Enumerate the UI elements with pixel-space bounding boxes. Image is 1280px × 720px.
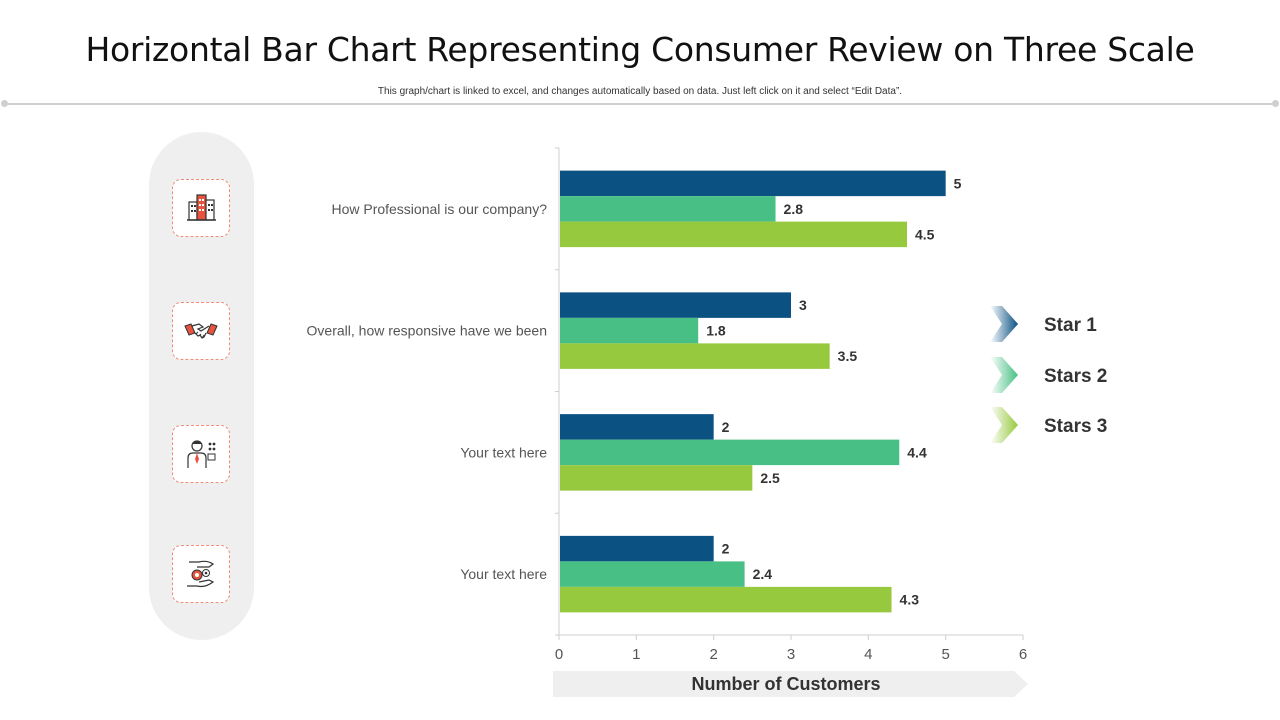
data-label: 3.5 xyxy=(838,348,858,364)
bar-star-1 xyxy=(560,170,946,197)
office-building-icon xyxy=(172,179,230,237)
data-label: 2.5 xyxy=(760,470,780,486)
bar-stars-2 xyxy=(560,196,776,222)
bar-stars-3 xyxy=(560,586,892,613)
legend-marker xyxy=(990,306,1018,342)
category-label: Your text here xyxy=(460,444,547,460)
data-label: 1.8 xyxy=(706,323,726,339)
data-label: 4.3 xyxy=(900,592,920,608)
x-tick-label: 2 xyxy=(709,646,717,663)
page-title: Horizontal Bar Chart Representing Consum… xyxy=(85,30,1195,69)
bar-star-1 xyxy=(560,292,791,318)
x-axis-label-band xyxy=(553,671,1028,697)
x-tick-label: 1 xyxy=(632,646,640,663)
businessman-icon xyxy=(172,425,230,483)
bar-stars-3 xyxy=(560,343,830,369)
x-tick-label: 5 xyxy=(941,646,949,663)
page-subtitle: This graph/chart is linked to excel, and… xyxy=(377,86,903,97)
data-label: 2.4 xyxy=(753,566,773,582)
data-label: 4.4 xyxy=(907,444,927,460)
bar-stars-3 xyxy=(560,221,907,248)
bar-star-1 xyxy=(560,414,714,440)
data-label: 2.8 xyxy=(784,201,804,217)
bar-stars-2 xyxy=(560,439,900,466)
bar-star-1 xyxy=(560,535,714,562)
legend-label: Star 1 xyxy=(1044,315,1097,336)
data-label: 2 xyxy=(722,419,730,435)
legend-marker xyxy=(990,407,1018,443)
legend-label: Stars 3 xyxy=(1044,416,1107,437)
category-label: Your text here xyxy=(460,566,547,582)
x-tick-label: 6 xyxy=(1019,646,1027,663)
divider-dot-left xyxy=(1,100,8,107)
bar-stars-2 xyxy=(560,317,699,344)
category-label: Overall, how responsive have we been xyxy=(307,323,547,339)
bar-stars-3 xyxy=(560,465,753,491)
header-divider xyxy=(4,103,1276,105)
category-label: How Professional is our company? xyxy=(331,201,547,217)
x-tick-label: 3 xyxy=(787,646,795,663)
data-label: 4.5 xyxy=(915,226,935,242)
legend-label: Stars 2 xyxy=(1044,366,1107,387)
data-label: 3 xyxy=(799,297,807,313)
legend-marker xyxy=(990,357,1018,393)
hands-money-icon xyxy=(172,545,230,603)
x-tick-label: 0 xyxy=(555,646,563,663)
data-label: 5 xyxy=(954,175,962,191)
data-label: 2 xyxy=(722,541,730,557)
x-axis-title: Number of Customers xyxy=(691,674,880,694)
x-tick-label: 4 xyxy=(864,646,872,663)
divider-dot-right xyxy=(1272,100,1279,107)
bar-stars-2 xyxy=(560,561,745,587)
handshake-icon xyxy=(172,302,230,360)
